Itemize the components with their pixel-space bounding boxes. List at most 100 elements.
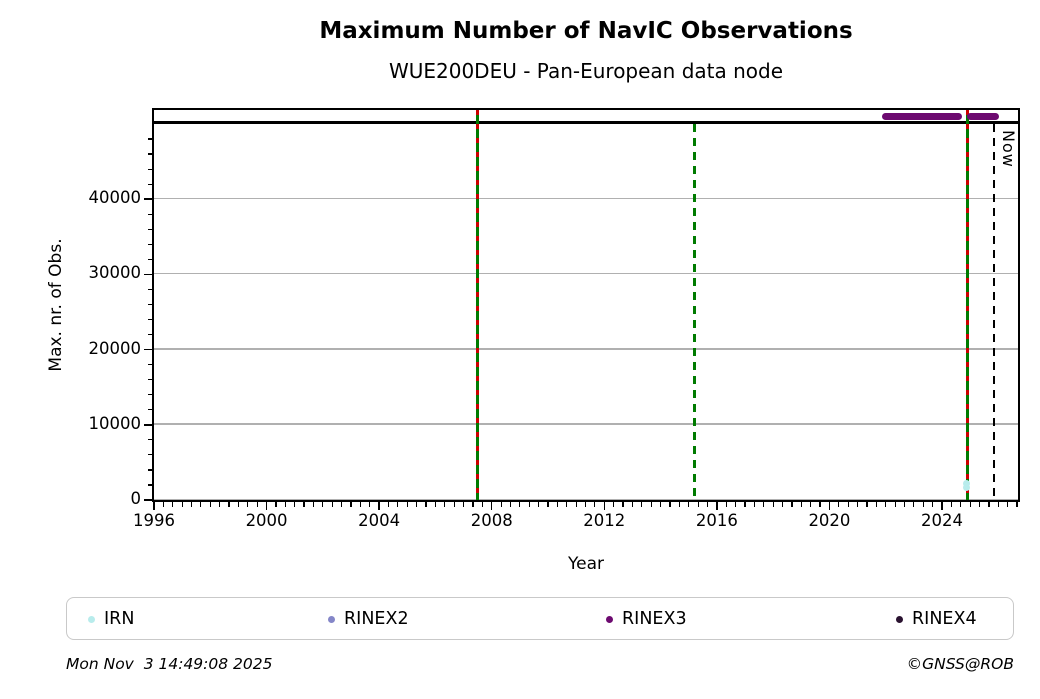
x-tick-label: 2012 [583,511,626,530]
x-minor-tick [800,502,802,507]
x-minor-tick [810,502,812,507]
x-minor-tick [190,502,193,507]
x-minor-tick [284,502,286,507]
x-major-tick [603,502,606,510]
x-minor-tick [744,502,746,507]
event-line-solid [965,110,969,500]
x-minor-tick [275,502,277,507]
x-minor-tick [303,502,305,507]
y-minor-tick [147,303,152,306]
x-minor-tick [209,502,211,507]
y-tick-label: 0 [130,489,142,508]
legend-dot-RINEX2 [328,615,335,623]
x-minor-tick [312,502,315,507]
y-tick-label: 30000 [88,263,142,283]
x-minor-tick [659,502,662,507]
x-minor-tick [247,502,249,507]
x-minor-tick [406,502,408,507]
timestamp: Mon Nov 3 14:49:08 2025 [66,655,273,673]
y-minor-tick [147,484,152,486]
x-minor-tick [350,502,352,507]
x-minor-tick [688,502,690,507]
credit: ©GNSS@ROB [906,655,1014,673]
y-minor-tick [147,243,152,245]
x-minor-tick [1007,502,1009,507]
x-minor-tick [538,502,540,507]
y-minor-tick [147,258,152,260]
x-axis-label: Year [568,554,604,574]
x-minor-tick [922,502,924,507]
x-minor-tick [237,502,240,507]
x-minor-tick [547,502,549,507]
x-major-tick [716,502,718,510]
legend-label-IRN: IRN [104,609,135,629]
x-minor-tick [500,502,502,507]
x-minor-tick [650,502,652,507]
data-point-IRN [963,484,971,492]
x-minor-tick [613,502,615,507]
x-minor-tick [528,502,530,507]
x-tick-label: 1996 [133,511,175,530]
x-minor-tick [894,502,896,507]
x-minor-tick [556,502,558,507]
event-line-solid [476,110,480,500]
x-minor-tick [819,502,821,507]
availability-band-RINEX3 [882,112,963,120]
x-major-tick [828,502,831,510]
x-minor-tick [172,502,174,507]
y-major-tick [144,348,152,351]
x-minor-tick [509,502,512,507]
x-minor-tick [781,502,784,507]
x-major-tick [265,502,268,510]
x-minor-tick [988,502,990,507]
now-label: Now [998,130,1018,168]
y-minor-tick [147,168,152,170]
y-gridline [154,197,1018,200]
legend [66,597,1014,640]
legend-item-RINEX4: RINEX4 [896,609,977,629]
x-minor-tick [481,502,483,507]
y-tick-label: 20000 [88,338,142,358]
x-major-tick [153,502,155,510]
x-minor-tick [453,502,455,507]
now-line [992,124,996,500]
chart-subtitle: WUE200DEU - Pan-European data node [388,59,784,83]
y-gridline [154,272,1018,275]
x-minor-tick [462,502,465,507]
x-minor-tick [219,502,221,507]
x-minor-tick [425,502,427,507]
y-minor-tick [147,469,152,471]
y-minor-tick [147,409,152,411]
y-minor-tick [147,228,152,230]
plot-area [152,121,1020,502]
y-gridline [154,348,1018,350]
x-minor-tick [875,502,877,507]
event-line-dashed [692,124,696,500]
y-minor-tick [147,439,152,441]
x-tick-label: 2016 [695,511,738,530]
x-minor-tick [791,502,793,507]
x-major-tick [941,502,943,510]
x-minor-tick [725,502,727,507]
y-minor-tick [147,333,152,336]
x-minor-tick [359,502,361,507]
y-minor-tick [147,394,152,396]
x-major-tick [378,502,380,510]
legend-item-IRN: IRN [88,609,134,629]
x-minor-tick [969,502,971,507]
x-minor-tick [622,502,624,507]
x-minor-tick [631,502,634,507]
x-minor-tick [341,502,343,507]
y-major-tick [144,273,152,276]
y-minor-tick [147,153,152,155]
x-minor-tick [331,502,333,507]
x-minor-tick [162,502,164,507]
data-point-IRN [963,479,971,487]
footer: Mon Nov 3 14:49:08 2025 ©GNSS@ROB [66,655,1014,673]
y-gridline [154,498,1018,500]
y-major-tick [144,198,152,200]
x-minor-tick [847,502,849,507]
legend-label-RINEX2: RINEX2 [344,609,409,629]
x-minor-tick [181,502,183,507]
